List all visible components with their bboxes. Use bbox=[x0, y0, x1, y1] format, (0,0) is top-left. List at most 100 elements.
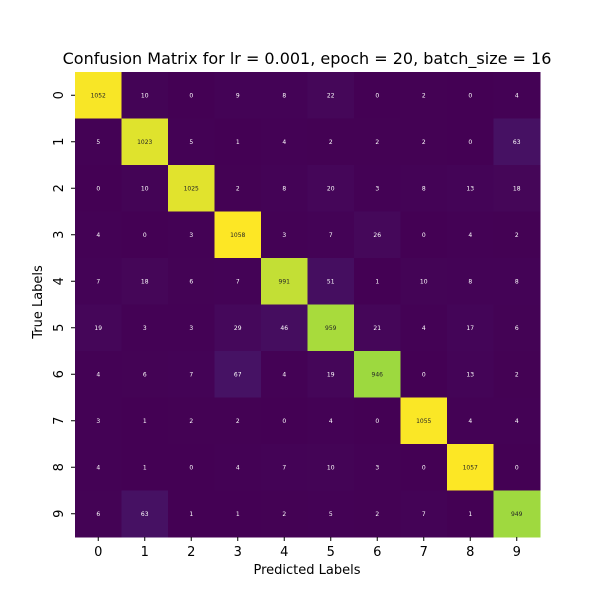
cell-value-label-1-6: 2 bbox=[375, 139, 379, 146]
cell-value-label-0-4: 8 bbox=[282, 92, 286, 99]
cell-value-label-6-6: 946 bbox=[372, 371, 384, 378]
cell-value-label-9-3: 1 bbox=[236, 511, 240, 518]
cell-value-label-7-2: 2 bbox=[189, 418, 193, 425]
cell-value-label-0-1: 10 bbox=[141, 92, 149, 99]
heatmap-cell-4-0 bbox=[75, 258, 122, 305]
heatmap-cell-2-3 bbox=[214, 165, 262, 212]
cell-value-label-2-9: 18 bbox=[513, 185, 521, 192]
cell-value-label-2-0: 0 bbox=[96, 185, 100, 192]
cell-value-label-5-3: 29 bbox=[234, 325, 242, 332]
cell-value-label-3-2: 3 bbox=[189, 232, 193, 239]
cell-value-label-7-3: 2 bbox=[236, 418, 240, 425]
x-tick-label-1: 1 bbox=[141, 545, 149, 560]
cell-value-label-2-8: 13 bbox=[466, 185, 474, 192]
x-tick-label-0: 0 bbox=[94, 545, 102, 560]
cell-value-label-9-4: 2 bbox=[282, 511, 286, 518]
heatmap-cell-4-9 bbox=[493, 258, 541, 305]
heatmap-cell-4-4 bbox=[261, 258, 308, 305]
heatmap-cell-4-1 bbox=[121, 258, 169, 305]
heatmap-cell-2-4 bbox=[261, 165, 308, 212]
heatmap-cell-2-0 bbox=[75, 165, 122, 212]
cell-value-label-8-2: 0 bbox=[189, 464, 193, 471]
heatmap-cell-8-7 bbox=[400, 444, 448, 491]
cell-value-label-1-5: 2 bbox=[329, 139, 333, 146]
cell-value-label-6-8: 13 bbox=[466, 371, 474, 378]
heatmap-cell-1-3 bbox=[214, 118, 262, 166]
y-tick-label-3: 3 bbox=[52, 231, 67, 239]
cell-value-label-9-2: 1 bbox=[189, 511, 193, 518]
x-axis-label: Predicted Labels bbox=[253, 563, 360, 578]
cell-value-label-1-1: 1023 bbox=[137, 139, 152, 146]
cell-value-label-5-0: 19 bbox=[94, 325, 102, 332]
heatmap-cell-0-8 bbox=[447, 72, 494, 119]
heatmap-cell-5-0 bbox=[75, 304, 122, 352]
heatmap-cell-7-6 bbox=[354, 397, 401, 445]
heatmap-cell-1-4 bbox=[261, 118, 308, 166]
cell-value-label-6-5: 19 bbox=[327, 371, 335, 378]
heatmap-cell-8-5 bbox=[307, 444, 355, 491]
heatmap-cell-6-3 bbox=[214, 351, 262, 398]
heatmap-cell-9-1 bbox=[121, 490, 169, 538]
cell-value-label-0-0: 1052 bbox=[91, 92, 106, 99]
heatmap-cell-9-8 bbox=[447, 490, 494, 538]
heatmap-cell-1-6 bbox=[354, 118, 401, 166]
y-axis-ticks: 0 1 2 3 4 5 6 7 8 9 bbox=[52, 91, 75, 518]
heatmap-cell-5-2 bbox=[168, 304, 215, 352]
heatmap-cell-6-4 bbox=[261, 351, 308, 398]
heatmap-cell-1-0 bbox=[75, 118, 122, 166]
cell-value-label-4-4: 991 bbox=[279, 278, 291, 285]
cell-value-label-5-9: 6 bbox=[515, 325, 519, 332]
heatmap-cell-8-9 bbox=[493, 444, 541, 491]
cell-value-label-8-4: 7 bbox=[282, 464, 286, 471]
cell-value-label-9-7: 7 bbox=[422, 511, 426, 518]
heatmap-cell-7-9 bbox=[493, 397, 541, 445]
cell-value-label-0-8: 0 bbox=[468, 92, 472, 99]
heatmap-cell-0-3 bbox=[214, 72, 262, 119]
heatmap-cell-6-6 bbox=[354, 351, 401, 398]
cell-value-label-2-5: 20 bbox=[327, 185, 335, 192]
heatmap-cell-8-6 bbox=[354, 444, 401, 491]
heatmap-cell-2-1 bbox=[121, 165, 169, 212]
cell-value-label-8-9: 0 bbox=[515, 464, 519, 471]
heatmap-cell-9-6 bbox=[354, 490, 401, 538]
cell-value-label-1-2: 5 bbox=[189, 139, 193, 146]
heatmap-cell-8-1 bbox=[121, 444, 169, 491]
heatmap-cell-5-9 bbox=[493, 304, 541, 352]
heatmap-cell-5-8 bbox=[447, 304, 494, 352]
cell-value-label-7-4: 0 bbox=[282, 418, 286, 425]
cell-value-label-2-4: 8 bbox=[282, 185, 286, 192]
cell-value-label-6-1: 6 bbox=[143, 371, 147, 378]
cell-value-label-8-0: 4 bbox=[96, 464, 100, 471]
heatmap-cell-9-9 bbox=[493, 490, 541, 538]
heatmap-cell-7-1 bbox=[121, 397, 169, 445]
cell-value-label-5-1: 3 bbox=[143, 325, 147, 332]
heatmap-cell-2-5 bbox=[307, 165, 355, 212]
heatmap-cell-4-2 bbox=[168, 258, 215, 305]
x-tick-label-8: 8 bbox=[466, 545, 474, 560]
heatmap-cell-4-6 bbox=[354, 258, 401, 305]
heatmap-cell-2-2 bbox=[168, 165, 215, 212]
cell-value-label-6-7: 0 bbox=[422, 371, 426, 378]
x-tick-label-6: 6 bbox=[373, 545, 381, 560]
cell-value-label-7-8: 4 bbox=[468, 418, 472, 425]
heatmap-cell-7-7 bbox=[400, 397, 448, 445]
x-tick-label-4: 4 bbox=[280, 545, 288, 560]
heatmap-cell-9-5 bbox=[307, 490, 355, 538]
cell-value-label-1-0: 5 bbox=[96, 139, 100, 146]
heatmap-cell-4-3 bbox=[214, 258, 262, 305]
heatmap-cell-2-8 bbox=[447, 165, 494, 212]
heatmap-cell-0-5 bbox=[307, 72, 355, 119]
heatmap-cell-4-5 bbox=[307, 258, 355, 305]
cell-value-label-4-0: 7 bbox=[96, 278, 100, 285]
x-tick-label-5: 5 bbox=[327, 545, 335, 560]
cell-value-label-4-5: 51 bbox=[327, 278, 335, 285]
heatmap-cell-2-6 bbox=[354, 165, 401, 212]
y-tick-label-2: 2 bbox=[52, 184, 67, 192]
heatmap-cell-6-9 bbox=[493, 351, 541, 398]
y-tick-label-7: 7 bbox=[52, 417, 67, 425]
cell-value-label-8-6: 3 bbox=[375, 464, 379, 471]
cell-value-label-8-5: 10 bbox=[327, 464, 335, 471]
cell-value-label-7-9: 4 bbox=[515, 418, 519, 425]
x-tick-label-7: 7 bbox=[420, 545, 428, 560]
cell-value-label-6-2: 7 bbox=[189, 371, 193, 378]
